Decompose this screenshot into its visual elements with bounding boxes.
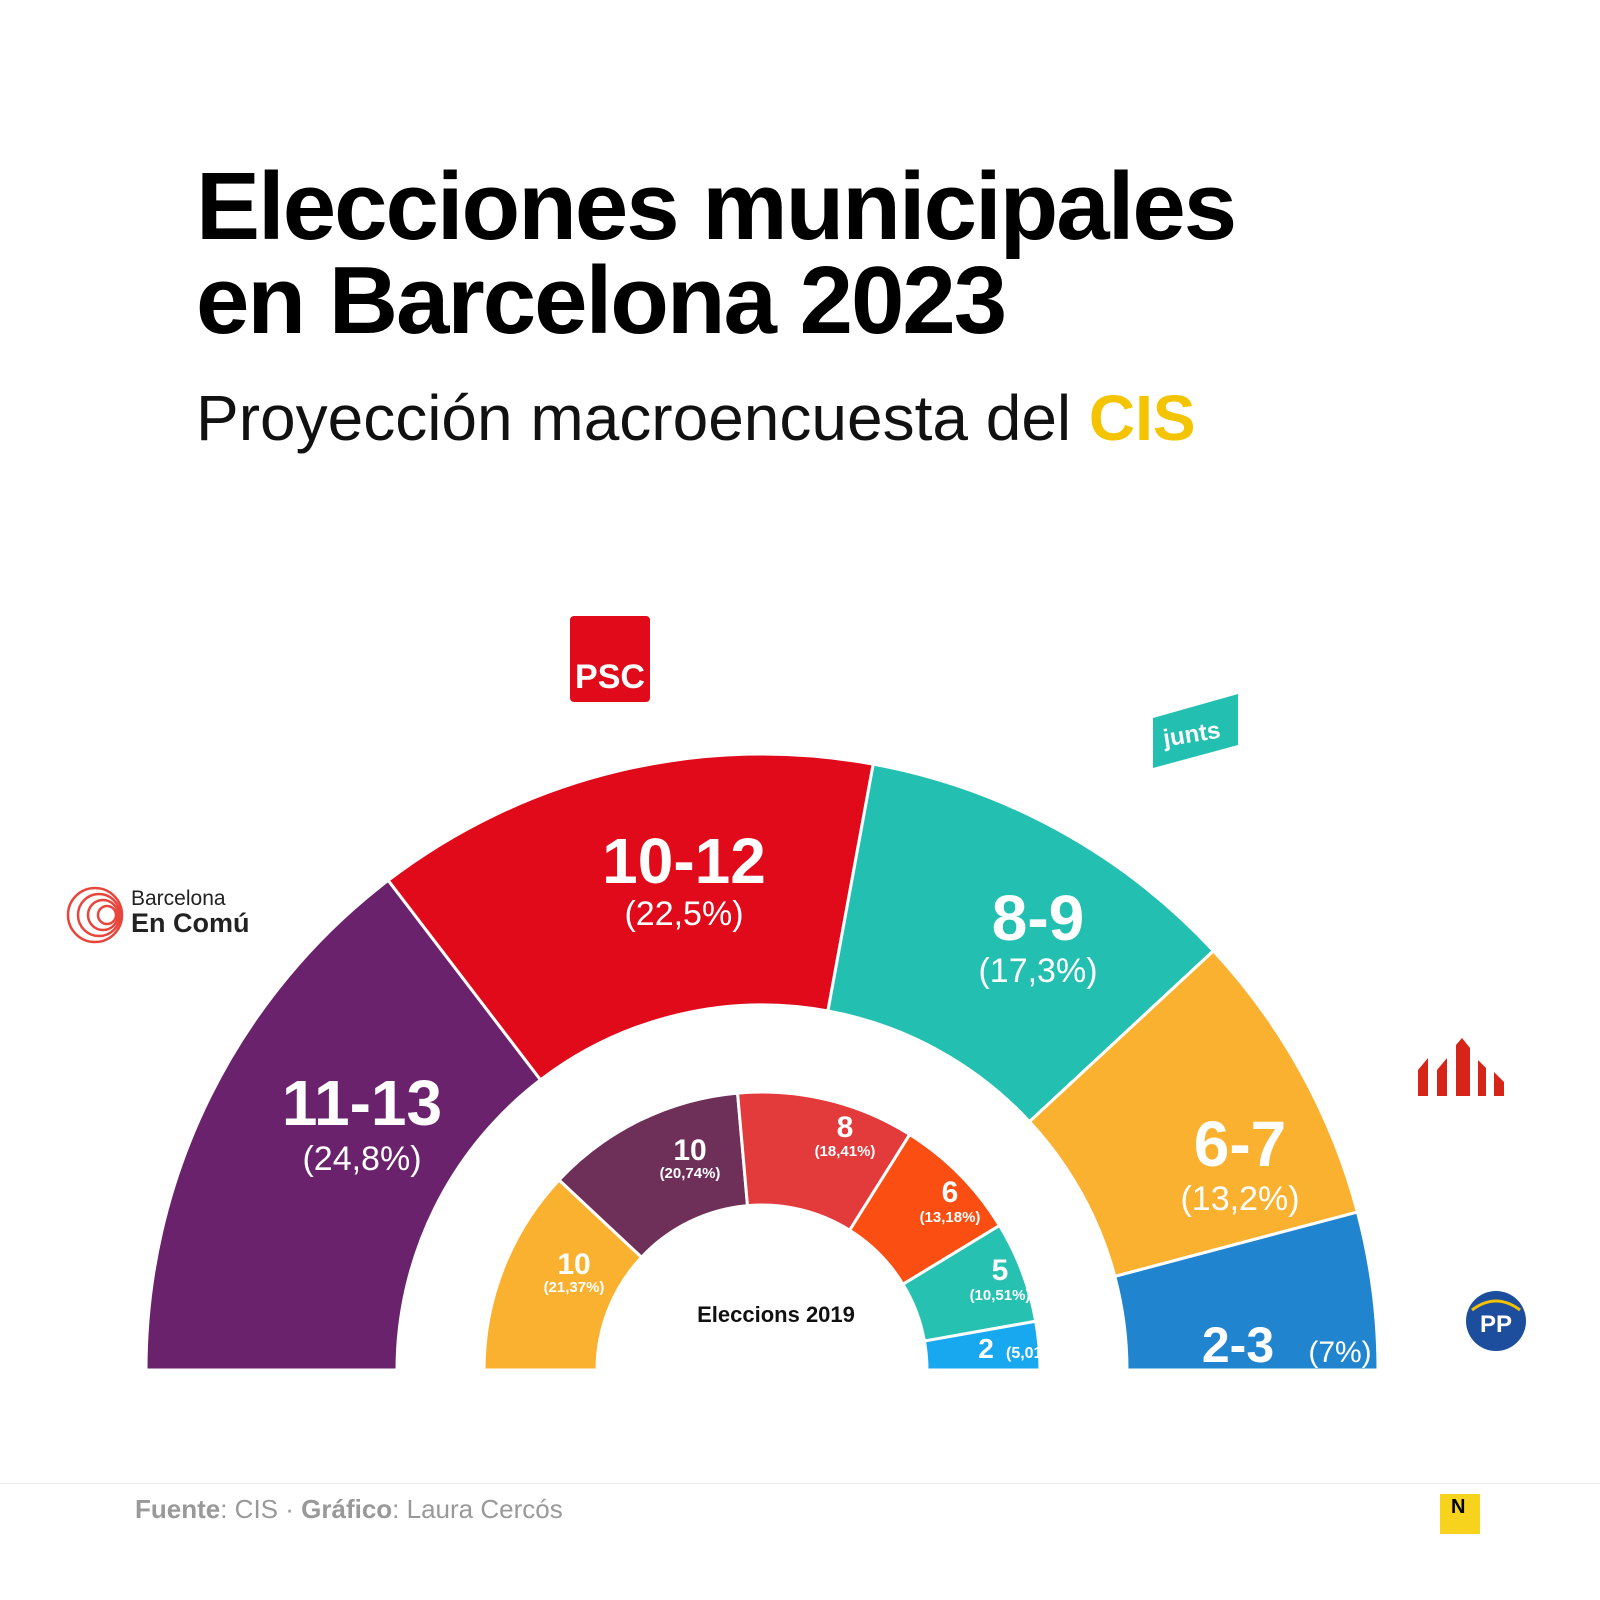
label-pp-2019-seats: 2 [978, 1333, 994, 1364]
label-psc-2023-seats: 10-12 [602, 825, 766, 897]
label-bcomu-2023-seats: 11-13 [282, 1067, 442, 1139]
brand-logo: N [1440, 1494, 1480, 1534]
junts-logo-tag [1153, 694, 1238, 768]
bcomu-logo-top: Barcelona [131, 887, 226, 910]
label-erc-2019-seats: 10 [557, 1248, 590, 1281]
label-erc-2023-seats: 6-7 [1194, 1108, 1287, 1180]
bar-2023-segment-barcelona-en-com- [144, 878, 543, 1372]
title-line-1: Elecciones municipales [196, 153, 1237, 260]
label-junts-2019-seats: 5 [992, 1254, 1009, 1287]
label-bcomu-2019-pct: (20,74%) [660, 1165, 721, 1182]
label-erc-2023-pct: (13,2%) [1180, 1180, 1299, 1218]
title-line-2: en Barcelona 2023 [196, 247, 1007, 354]
pp-logo-arc [1471, 1299, 1521, 1312]
label-bcomu-2023-pct: (24,8%) [302, 1140, 421, 1178]
label-junts-2023-seats: 8-9 [992, 882, 1085, 954]
psc-logo-text: PSC [575, 658, 645, 696]
psc-logo-box [570, 616, 650, 702]
bar-2023-segment-junts [826, 762, 1216, 1124]
subtitle-text: Proyección macroencuesta del [196, 382, 1072, 454]
label-psc-2019-pct: (18,41%) [815, 1143, 876, 1160]
label-psc-2023-pct: (22,5%) [624, 895, 743, 933]
label-pp-2023-pct: (7%) [1308, 1336, 1371, 1369]
label-pp-2023-seats: 2-3 [1202, 1317, 1274, 1373]
footer-divider [0, 1483, 1600, 1484]
junts-logo: junts [1153, 694, 1238, 768]
pp-logo: PP [1466, 1291, 1526, 1351]
label-psc-2019-seats: 8 [837, 1111, 854, 1144]
label-cs-2019-pct: (13,18%) [920, 1209, 981, 1226]
bcomu-logo: Barcelona En Comú [66, 886, 250, 944]
label-erc-2019-pct: (21,37%) [544, 1279, 605, 1296]
label-bcomu-2019-seats: 10 [673, 1134, 706, 1167]
footer-source-value: : CIS · [220, 1494, 302, 1524]
bar-2019-segment-pp [922, 1319, 1042, 1372]
subtitle-highlight-cis: CIS [1088, 382, 1196, 454]
bcomu-logo-bottom: En Comú [131, 908, 250, 938]
footer-graphic-value: : Laura Cercós [392, 1494, 563, 1524]
label-pp-2019-pct: (5,01%) [1006, 1345, 1062, 1362]
footer-source-label: Fuente [135, 1494, 221, 1524]
footer-graphic-label: Gráfico [301, 1494, 393, 1524]
page-title: Elecciones municipales en Barcelona 2023 [196, 153, 1237, 354]
psc-logo: PSC [570, 616, 650, 702]
label-junts-2023-pct: (17,3%) [978, 952, 1097, 990]
bar-2023-segment-pp [1112, 1210, 1380, 1372]
projection-2023-ring [144, 752, 1380, 1372]
inner-chart-title: Eleccions 2019 [697, 1302, 855, 1327]
pp-logo-text: PP [1480, 1311, 1512, 1338]
label-junts-2019-pct: (10,51%) [970, 1287, 1031, 1304]
footer-credits: Fuente: CIS · Gráfico: Laura Cercós [135, 1494, 563, 1525]
bcomu-swirl-icon [66, 886, 124, 944]
label-cs-2019-seats: 6 [942, 1176, 959, 1209]
bar-2023-segment-psc [386, 752, 875, 1082]
erc-logo-icon [1418, 1038, 1504, 1096]
subtitle: Proyección macroencuesta del CIS [196, 383, 1196, 453]
elections-2019-ring [482, 1090, 1042, 1372]
